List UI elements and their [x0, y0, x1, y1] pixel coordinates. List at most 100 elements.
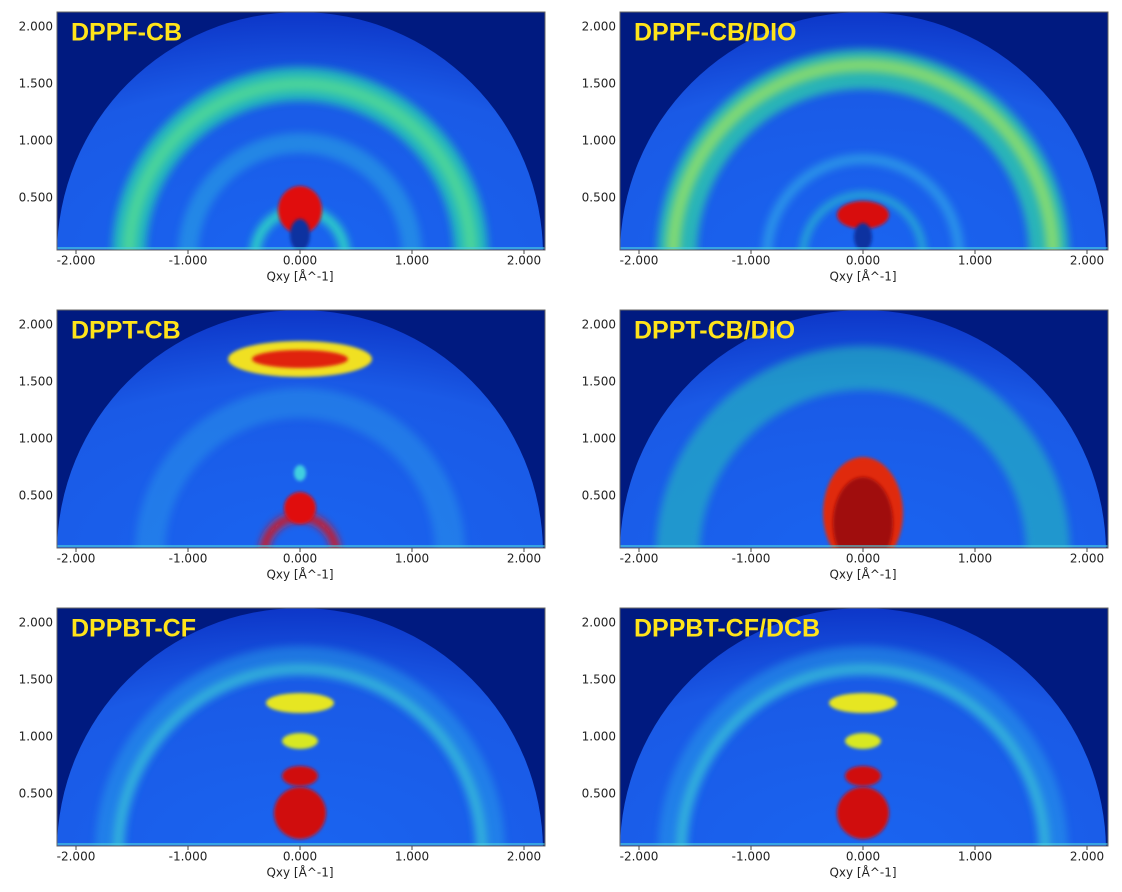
- x-tick-label: -2.000: [57, 552, 96, 566]
- x-tick-label: 2.000: [1070, 552, 1104, 566]
- diffraction-peak: [845, 733, 881, 749]
- diffraction-peak: [252, 350, 348, 368]
- y-tick-label: 0.500: [582, 191, 616, 205]
- x-tick-label: 0.000: [846, 850, 880, 864]
- x-tick-label: 1.000: [958, 254, 992, 268]
- pattern: [620, 310, 1108, 548]
- diffraction-ring: [95, 646, 505, 846]
- panel: DPPT-CB/DIO 2.000 1.500 1.000 0.500 -2.000 -1.…: [582, 309, 1109, 582]
- diffraction-ring: [666, 58, 1060, 250]
- x-tick-label: -1.000: [732, 254, 771, 268]
- horizon-line: [620, 247, 1108, 249]
- panel-label: DPPBT-CF: [71, 615, 196, 643]
- y-tick-label: 2.000: [582, 318, 616, 332]
- diffraction-ring: [178, 133, 422, 250]
- diffraction-ring: [676, 664, 1050, 846]
- y-tick-label: 1.500: [582, 77, 616, 91]
- plot-frame: [619, 11, 1109, 251]
- x-tick-label: 1.000: [395, 552, 429, 566]
- x-tick-label: 1.000: [395, 850, 429, 864]
- x-tick-label: 0.000: [283, 254, 317, 268]
- diffraction-peak: [833, 477, 893, 548]
- x-tick-label: -2.000: [57, 254, 96, 268]
- horizon-line: [57, 545, 545, 547]
- x-tick-label: 0.000: [846, 552, 880, 566]
- diffraction-peak: [284, 492, 316, 524]
- x-axis-label: Qxy [Å^-1]: [266, 865, 333, 880]
- diffraction-peak: [282, 733, 318, 749]
- x-axis-label: Qxy [Å^-1]: [266, 567, 333, 582]
- y-tick-label: 2.000: [19, 20, 53, 34]
- x-tick-label: 1.000: [395, 254, 429, 268]
- plot-frame: [56, 309, 546, 549]
- panel-label: DPPT-CB/DIO: [634, 317, 795, 345]
- scattering-dome: [620, 608, 1106, 846]
- panel-label: DPPF-CB: [71, 19, 182, 47]
- y-tick-label: 1.500: [582, 375, 616, 389]
- x-tick-label: 0.000: [846, 254, 880, 268]
- diffraction-peak: [282, 766, 318, 786]
- x-tick-label: -1.000: [732, 850, 771, 864]
- y-tick-label: 1.000: [19, 432, 53, 446]
- panel: DPPF-CB 2.000 1.500 1.000 0.500 -2.000 -1.000 0…: [19, 11, 546, 284]
- y-tick-label: 0.500: [582, 787, 616, 801]
- x-axis-label: Qxy [Å^-1]: [829, 865, 896, 880]
- x-tick-label: 0.000: [283, 850, 317, 864]
- panel: DPPF-CB/DIO 2.000 1.500 1.000 0.500 -2.000 -1.…: [582, 11, 1109, 284]
- x-tick-label: 2.000: [507, 552, 541, 566]
- y-tick-label: 1.500: [19, 375, 53, 389]
- y-tick-label: 1.500: [582, 673, 616, 687]
- panel: DPPT-CB 2.000 1.500 1.000 0.500 -2.000 -1.000 0…: [19, 309, 546, 582]
- panel: DPPBT-CF 2.000 1.500 1.000 0.500 -2.000 -1.000…: [19, 607, 546, 880]
- diffraction-ring: [113, 664, 487, 846]
- x-tick-label: -1.000: [169, 254, 208, 268]
- x-axis-label: Qxy [Å^-1]: [829, 269, 896, 284]
- diffraction-peak: [829, 693, 897, 713]
- diffraction-peak: [837, 201, 889, 229]
- y-tick-label: 0.500: [582, 489, 616, 503]
- diffraction-ring: [656, 346, 1070, 548]
- y-tick-label: 0.500: [19, 191, 53, 205]
- plot-frame: [619, 309, 1109, 549]
- x-tick-label: -2.000: [57, 850, 96, 864]
- pattern: [57, 310, 545, 548]
- pattern: [57, 12, 545, 250]
- x-tick-label: 1.000: [958, 552, 992, 566]
- panel: DPPBT-CF/DCB 2.000 1.500 1.000 0.500 -2.000 -1…: [582, 607, 1109, 880]
- y-tick-label: 0.500: [19, 787, 53, 801]
- diffraction-peak: [854, 223, 872, 250]
- y-tick-label: 2.000: [19, 616, 53, 630]
- y-tick-label: 1.000: [19, 730, 53, 744]
- x-tick-label: 1.000: [958, 850, 992, 864]
- x-axis-label: Qxy [Å^-1]: [829, 567, 896, 582]
- pattern: [620, 608, 1108, 846]
- diffraction-peak: [274, 787, 326, 839]
- y-tick-label: 0.500: [19, 489, 53, 503]
- x-axis-label: Qxy [Å^-1]: [266, 269, 333, 284]
- y-tick-label: 1.000: [582, 134, 616, 148]
- diffraction-ring: [135, 388, 465, 548]
- x-tick-label: -1.000: [169, 552, 208, 566]
- x-tick-label: -1.000: [169, 850, 208, 864]
- y-tick-label: 1.000: [582, 432, 616, 446]
- diffraction-ring: [122, 77, 478, 250]
- y-tick-label: 1.500: [19, 77, 53, 91]
- diffraction-ring: [762, 154, 964, 250]
- x-tick-label: 2.000: [1070, 850, 1104, 864]
- y-tick-label: 2.000: [582, 20, 616, 34]
- diffraction-peak: [845, 766, 881, 786]
- scattering-dome: [57, 12, 543, 250]
- plot-frame: [56, 11, 546, 251]
- horizon-line: [620, 843, 1108, 845]
- pattern: [57, 608, 545, 846]
- x-tick-label: 0.000: [283, 552, 317, 566]
- y-tick-label: 2.000: [582, 616, 616, 630]
- scattering-dome: [57, 608, 543, 846]
- y-tick-label: 1.000: [19, 134, 53, 148]
- y-tick-label: 1.000: [582, 730, 616, 744]
- horizon-line: [57, 247, 545, 249]
- y-tick-label: 1.500: [19, 673, 53, 687]
- diffraction-ring: [800, 192, 926, 250]
- x-tick-label: -2.000: [620, 850, 659, 864]
- diffraction-peak: [266, 693, 334, 713]
